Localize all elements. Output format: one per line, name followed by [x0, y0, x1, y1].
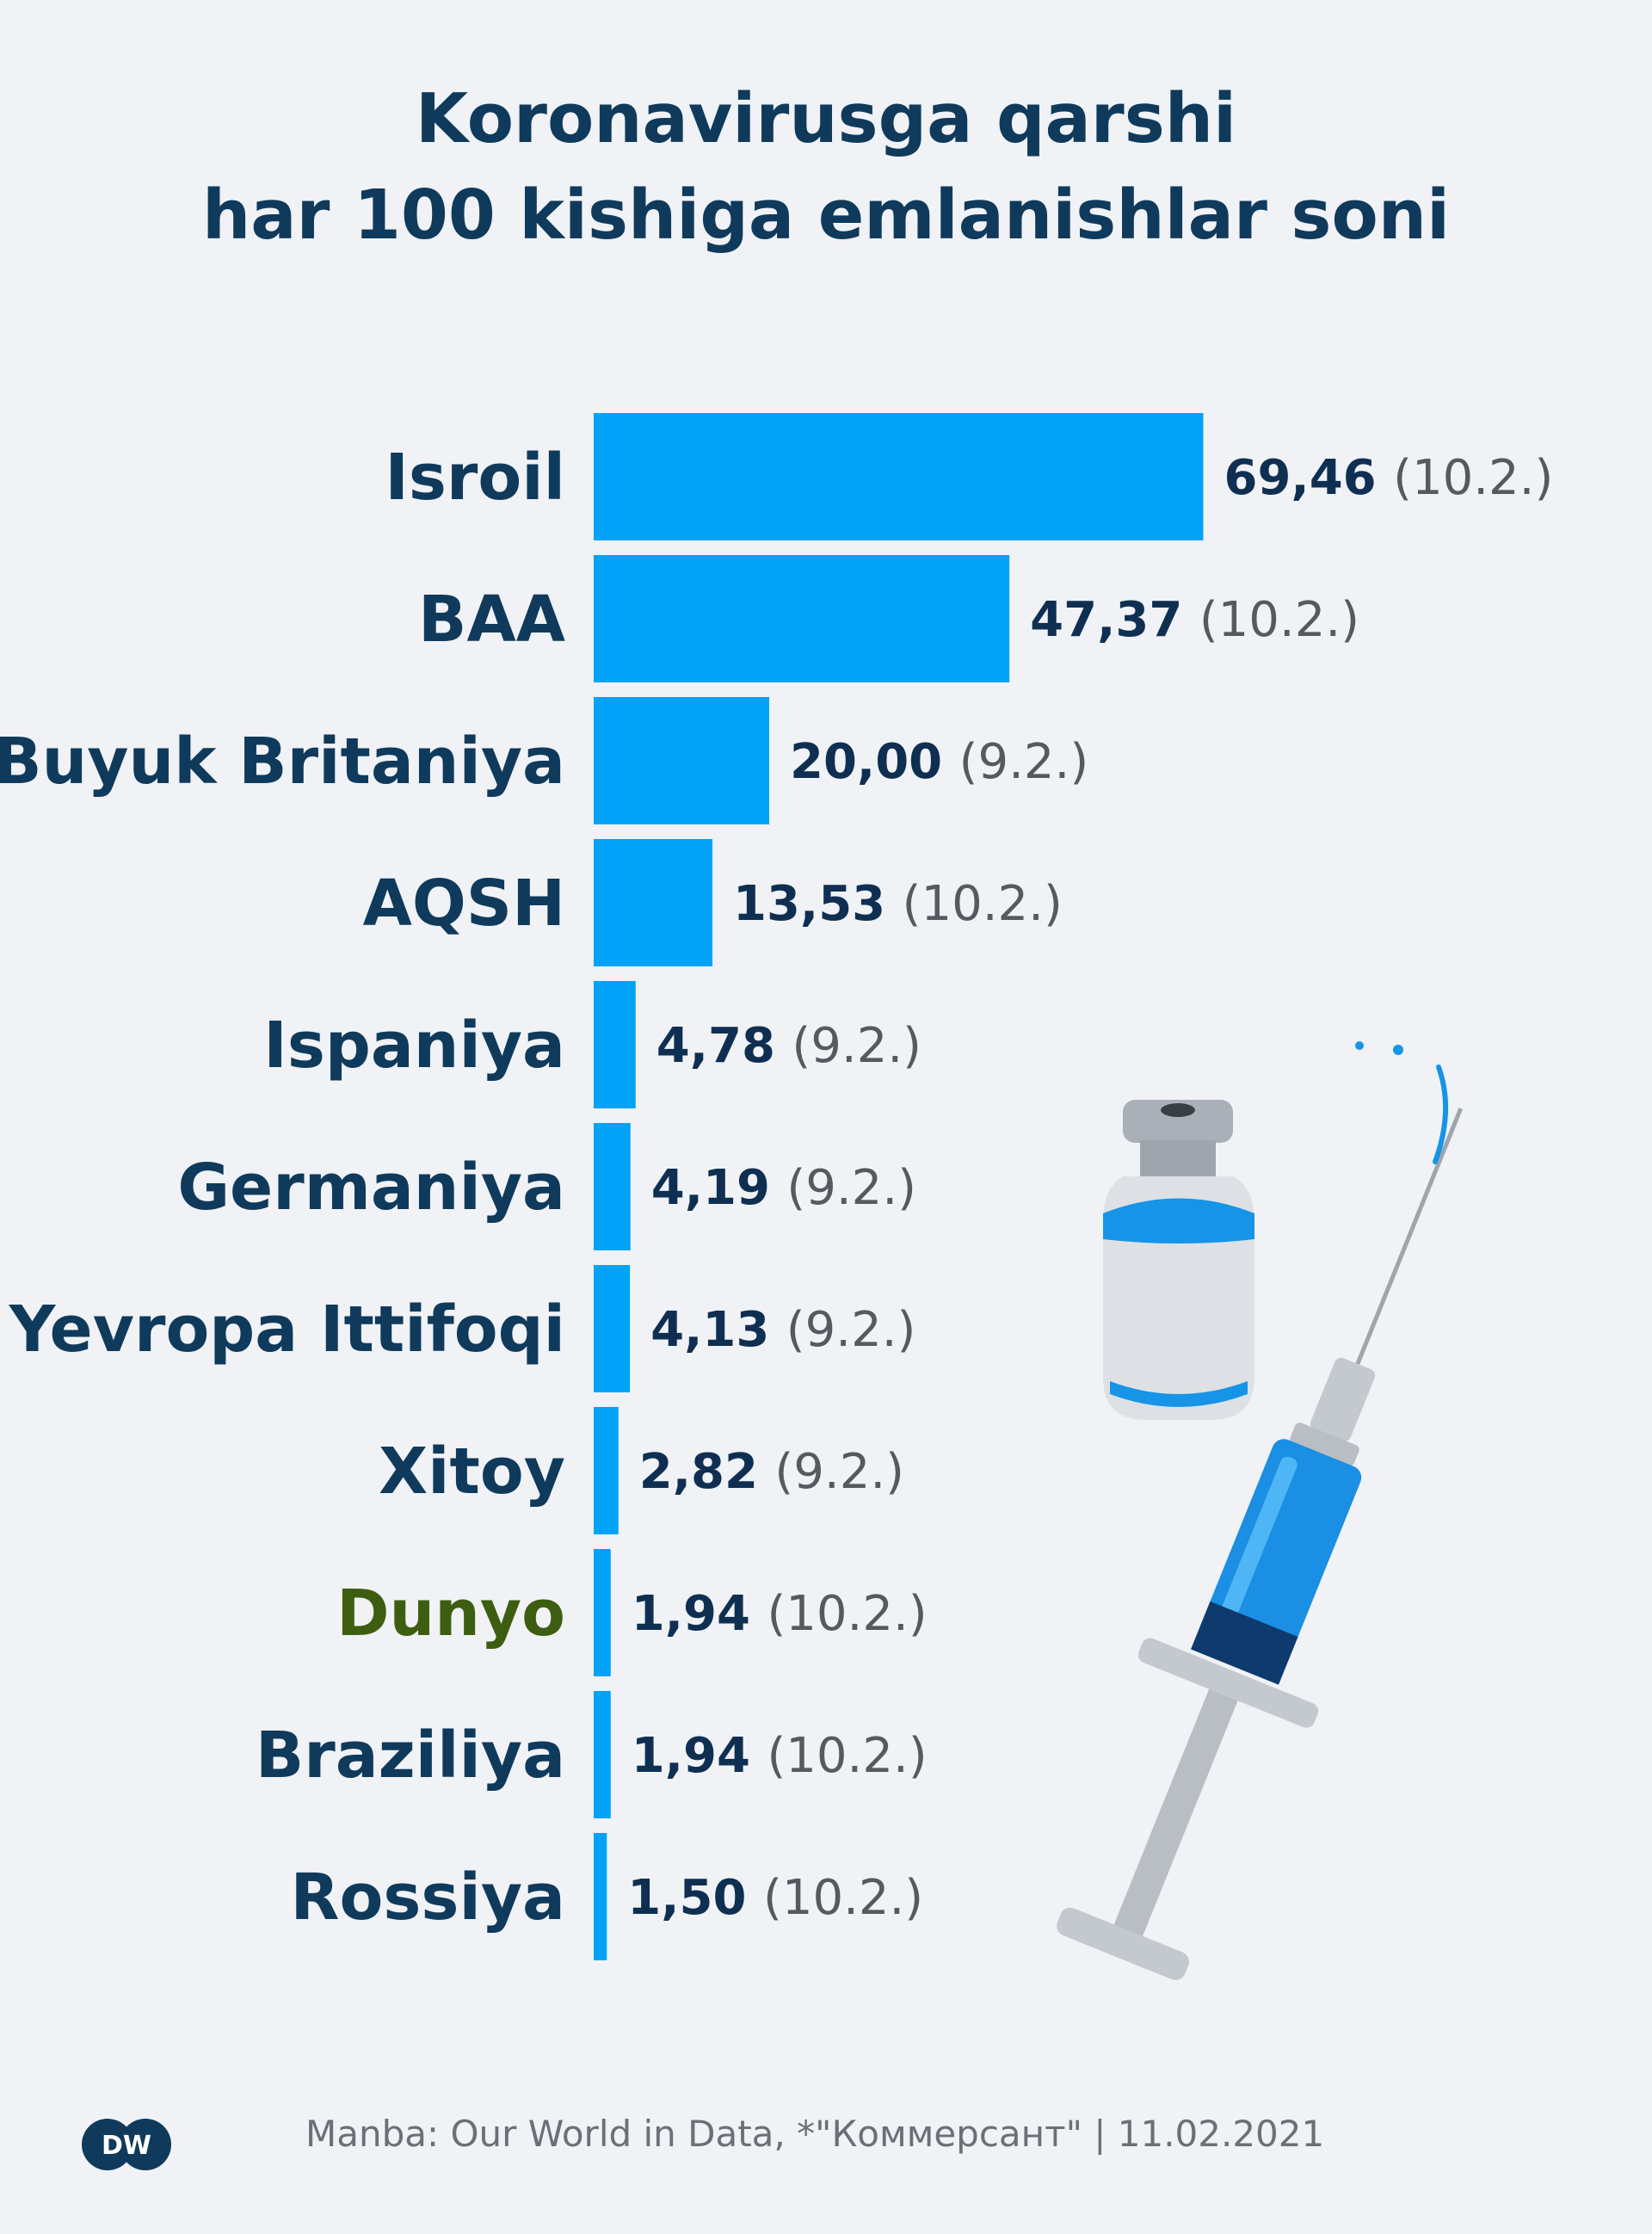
value-label-9: 1,94 (10.2.): [632, 1728, 928, 1784]
category-label-10: Rossiya: [291, 1861, 565, 1935]
value-label-2: 20,00 (9.2.): [790, 734, 1088, 790]
value-date-2: (9.2.): [959, 734, 1089, 790]
value-date-0: (10.2.): [1393, 450, 1553, 506]
title-line-1: Koronavirusga qarshi: [415, 79, 1237, 158]
value-label-10: 1,50 (10.2.): [627, 1870, 923, 1926]
value-number-3: 13,53: [733, 876, 903, 932]
bar-10: [594, 1833, 607, 1960]
dw-logo-text: DW: [102, 2131, 151, 2161]
value-number-1: 47,37: [1030, 592, 1199, 648]
source-footer: Manba: Our World in Data, *"Коммерсант" …: [305, 2113, 1325, 2155]
value-label-5: 4,19 (9.2.): [651, 1160, 916, 1216]
value-number-9: 1,94: [632, 1728, 767, 1784]
bar-9: [594, 1691, 611, 1818]
value-date-4: (9.2.): [792, 1018, 922, 1074]
value-date-1: (10.2.): [1199, 592, 1359, 648]
category-label-9: Braziliya: [256, 1719, 565, 1793]
category-label-1: BAA: [418, 583, 565, 657]
category-label-8: Dunyo: [336, 1577, 565, 1651]
bar-chart: Isroil 69,46 (10.2.) BAA 47,37 (10.2.) Buyuk…: [0, 413, 1553, 1960]
value-label-8: 1,94 (10.2.): [632, 1586, 928, 1642]
bar-0: [594, 413, 1204, 540]
category-label-0: Isroil: [385, 441, 565, 515]
value-number-5: 4,19: [651, 1160, 787, 1216]
value-number-2: 20,00: [790, 734, 959, 790]
value-number-7: 2,82: [639, 1444, 775, 1500]
category-label-4: Ispaniya: [263, 1009, 565, 1083]
value-number-10: 1,50: [627, 1870, 763, 1926]
category-label-6: Yevropa Ittifoqi: [9, 1293, 565, 1367]
value-date-9: (10.2.): [767, 1728, 927, 1784]
value-number-4: 4,78: [656, 1018, 792, 1074]
value-number-0: 69,46: [1224, 450, 1393, 506]
title-line-2: har 100 kishiga emlanishlar soni: [201, 176, 1451, 255]
chart-title: Koronavirusga qarshi har 100 kishiga eml…: [0, 71, 1652, 263]
value-date-10: (10.2.): [763, 1870, 923, 1926]
category-label-3: AQSH: [363, 867, 565, 941]
category-label-5: Germaniya: [177, 1151, 565, 1225]
category-label-7: Xitoy: [379, 1435, 565, 1509]
value-date-6: (9.2.): [786, 1302, 916, 1358]
value-label-4: 4,78 (9.2.): [656, 1018, 922, 1074]
value-date-7: (9.2.): [774, 1444, 904, 1500]
bar-1: [594, 555, 1010, 682]
value-date-8: (10.2.): [767, 1586, 927, 1642]
value-label-3: 13,53 (10.2.): [733, 876, 1063, 932]
category-label-2: Buyuk Britaniya: [0, 725, 565, 799]
bar-5: [594, 1123, 631, 1250]
value-number-8: 1,94: [632, 1586, 767, 1642]
value-label-1: 47,37 (10.2.): [1030, 592, 1359, 648]
value-label-7: 2,82 (9.2.): [639, 1444, 904, 1500]
value-number-6: 4,13: [650, 1302, 786, 1358]
value-label-0: 69,46 (10.2.): [1224, 450, 1553, 506]
bar-7: [594, 1407, 619, 1534]
value-label-6: 4,13 (9.2.): [650, 1302, 915, 1358]
value-date-3: (10.2.): [903, 876, 1063, 932]
value-date-5: (9.2.): [786, 1160, 916, 1216]
bar-3: [594, 839, 713, 966]
bar-6: [594, 1265, 631, 1392]
bar-8: [594, 1549, 611, 1676]
bar-2: [594, 697, 769, 824]
dw-logo: DW: [82, 2119, 171, 2170]
bar-4: [594, 981, 636, 1108]
